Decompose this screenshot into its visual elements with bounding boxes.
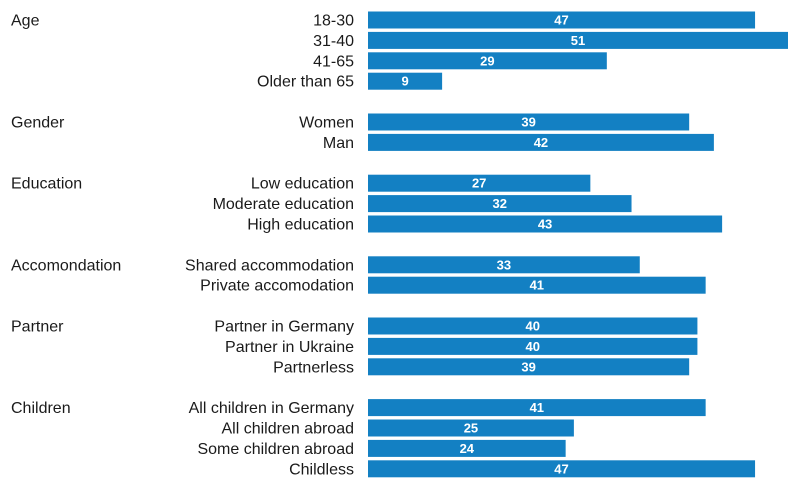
- category-label: High education: [247, 217, 354, 234]
- data-label: 25: [464, 421, 478, 436]
- category-label: Shared accommodation: [185, 257, 354, 274]
- category-label: All children abroad: [221, 421, 354, 438]
- data-label: 43: [538, 217, 552, 232]
- data-label: 47: [554, 461, 568, 476]
- data-label: 27: [472, 176, 486, 191]
- group-label: Children: [11, 400, 71, 417]
- data-label: 29: [480, 53, 494, 68]
- group-label: Accomondation: [11, 257, 121, 274]
- category-label: Partner in Germany: [214, 319, 354, 336]
- category-label: 18-30: [313, 13, 354, 30]
- data-label: 33: [497, 257, 511, 272]
- bar: [368, 460, 756, 478]
- data-label: 32: [493, 196, 507, 211]
- bar: [368, 276, 706, 294]
- bar: [368, 52, 607, 70]
- category-label: All children in Germany: [189, 400, 354, 417]
- category-label: Partner in Ukraine: [225, 339, 354, 356]
- group-label: Age: [11, 13, 40, 30]
- data-label: 41: [530, 278, 544, 293]
- category-label: Women: [299, 115, 354, 132]
- bar: [368, 399, 706, 417]
- category-label: Partnerless: [273, 359, 354, 376]
- category-label: Private accomodation: [200, 278, 354, 295]
- data-label: 9: [401, 74, 408, 89]
- bar: [368, 358, 690, 376]
- bar: [368, 133, 714, 151]
- bar: [368, 317, 698, 335]
- data-label: 39: [521, 115, 535, 130]
- bar: [368, 11, 756, 29]
- bar: [368, 256, 640, 274]
- bar: [368, 419, 574, 437]
- category-label: Moderate education: [213, 196, 354, 213]
- category-label: 41-65: [313, 53, 354, 70]
- bar: [368, 174, 591, 192]
- group-label: Education: [11, 176, 82, 193]
- group-label: Gender: [11, 115, 65, 132]
- category-label: Childless: [289, 461, 354, 478]
- category-label: 31-40: [313, 33, 354, 50]
- bar: [368, 72, 443, 90]
- bar: [368, 195, 632, 213]
- bar: [368, 215, 723, 233]
- group-label: Partner: [11, 319, 64, 336]
- category-label: Man: [323, 135, 354, 152]
- data-label: 42: [534, 135, 548, 150]
- bar: [368, 113, 690, 131]
- data-label: 41: [530, 400, 544, 415]
- category-label: Older than 65: [257, 74, 354, 91]
- data-label: 40: [525, 319, 539, 334]
- data-label: 47: [554, 13, 568, 28]
- data-label: 39: [521, 359, 535, 374]
- bar: [368, 31, 788, 49]
- data-label: 24: [460, 441, 475, 456]
- category-label: Low education: [251, 176, 354, 193]
- data-label: 40: [525, 339, 539, 354]
- category-label: Some children abroad: [197, 441, 354, 458]
- bar: [368, 439, 566, 457]
- data-label: 51: [571, 33, 585, 48]
- bar: [368, 337, 698, 355]
